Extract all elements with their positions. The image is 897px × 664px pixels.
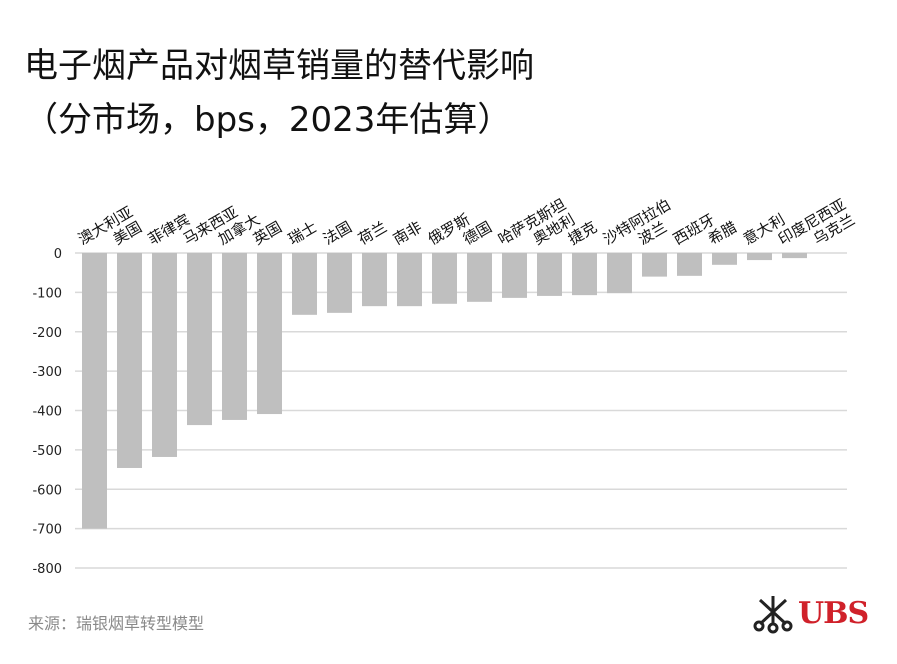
bar (187, 253, 212, 426)
source-note: 来源：瑞银烟草转型模型 (28, 614, 205, 633)
bar (257, 253, 282, 415)
bar (502, 253, 527, 298)
bar (537, 253, 562, 296)
y-tick-label: -700 (32, 523, 62, 538)
y-tick-label: 0 (54, 247, 62, 262)
ubs-logo: UBS (798, 596, 869, 631)
bar (607, 253, 632, 294)
bar (467, 253, 492, 302)
bar (82, 253, 107, 529)
x-tick-label: 南非 (390, 218, 425, 249)
chart-subtitle: （分市场，bps，2023年估算） (24, 100, 512, 140)
bar (117, 253, 142, 468)
y-tick-label: -300 (32, 365, 62, 380)
bar (432, 253, 457, 304)
y-tick-label: -200 (32, 326, 62, 341)
y-tick-label: -500 (32, 444, 62, 459)
x-tick-label: 瑞士 (285, 218, 320, 249)
chart-title: 电子烟产品对烟草销量的替代影响 (24, 46, 534, 86)
y-tick-label: -400 (32, 405, 62, 420)
bar (292, 253, 317, 315)
bar (782, 253, 807, 259)
bar-chart: 0-100-200-300-400-500-600-700-800澳大利亚美国菲… (32, 195, 858, 577)
bar (152, 253, 177, 457)
y-tick-label: -600 (32, 483, 62, 498)
bar (572, 253, 597, 296)
bar (747, 253, 772, 261)
bar (362, 253, 387, 307)
bar (397, 253, 422, 307)
ubs-keys-logo-icon (753, 596, 793, 634)
y-tick-label: -800 (32, 562, 62, 577)
bar (327, 253, 352, 313)
bar (712, 253, 737, 265)
bar (642, 253, 667, 277)
bar (222, 253, 247, 420)
y-tick-label: -100 (32, 286, 62, 301)
x-tick-label: 法国 (320, 218, 355, 249)
x-tick-label: 荷兰 (355, 218, 390, 249)
bar (677, 253, 702, 276)
